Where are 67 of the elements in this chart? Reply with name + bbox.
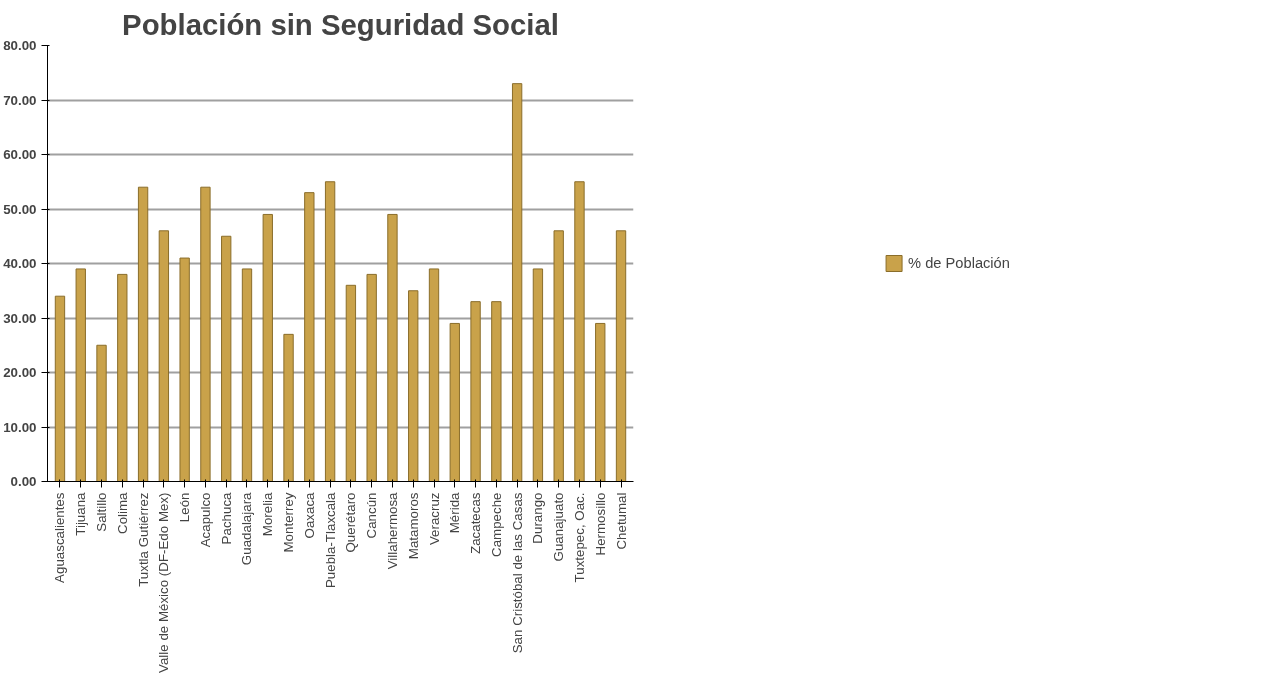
x-tick-label: San Cristóbal de las Casas bbox=[509, 492, 525, 654]
x-tick-label: Chetumal bbox=[613, 492, 629, 550]
x-tick-label: Aguascalientes bbox=[52, 492, 68, 583]
x-tick-label: Querétaro bbox=[343, 492, 359, 553]
y-tick-label: 20.00 bbox=[3, 365, 37, 380]
x-tick-label: Puebla-Tlaxcala bbox=[322, 491, 338, 589]
legend-label: % de Población bbox=[908, 255, 1010, 271]
y-tick-label: 50.00 bbox=[3, 201, 37, 217]
bar bbox=[96, 344, 107, 482]
x-tick-label: Oaxaca bbox=[301, 491, 317, 539]
bar bbox=[304, 192, 315, 482]
bar bbox=[241, 268, 253, 482]
x-tick-label: Guanajuato bbox=[551, 492, 567, 562]
bar bbox=[158, 230, 170, 482]
bar bbox=[615, 230, 627, 482]
x-tick-label: Tuxtepec, Oac. bbox=[571, 492, 587, 583]
x-tick-label: Guadalajara bbox=[239, 491, 255, 566]
y-tick-label: 30.00 bbox=[3, 310, 37, 326]
bar bbox=[75, 268, 86, 482]
bar bbox=[54, 295, 66, 482]
y-tick-label: 10.00 bbox=[3, 419, 37, 435]
bar bbox=[366, 273, 377, 482]
x-tick-label: Cancún bbox=[364, 492, 380, 539]
bar bbox=[470, 301, 481, 482]
x-tick-label: Veracruz bbox=[426, 492, 442, 546]
bar bbox=[574, 181, 585, 482]
x-tick-label: Durango bbox=[530, 492, 546, 544]
x-tick-label: Zacatecas bbox=[468, 492, 484, 554]
bar bbox=[387, 213, 398, 482]
y-tick-label: 40.00 bbox=[3, 256, 37, 271]
bar bbox=[137, 186, 149, 482]
x-tick-label: Villahermosa bbox=[384, 491, 400, 570]
x-tick-label: Saltillo bbox=[94, 492, 110, 532]
bar bbox=[408, 290, 419, 482]
bar bbox=[221, 235, 232, 482]
x-tick-label: Mérida bbox=[447, 491, 463, 534]
chart-title: Población sin Seguridad Social bbox=[122, 7, 559, 41]
bar bbox=[324, 181, 336, 482]
bar bbox=[283, 333, 294, 482]
bar bbox=[200, 186, 211, 482]
x-tick-label: Matamoros bbox=[405, 492, 421, 560]
x-tick-label: Pachuca bbox=[218, 491, 234, 545]
bar bbox=[428, 268, 440, 482]
y-tick-label: 60.00 bbox=[3, 147, 37, 162]
bar bbox=[179, 257, 190, 482]
bar bbox=[345, 284, 357, 482]
x-tick-label: León bbox=[177, 492, 193, 523]
bar bbox=[262, 213, 273, 482]
x-tick-label: Morelia bbox=[260, 491, 276, 537]
x-tick-label: Tijuana bbox=[73, 491, 89, 536]
x-tick-label: Acapulco bbox=[197, 492, 213, 548]
x-tick-label: Campeche bbox=[488, 492, 504, 557]
bar bbox=[511, 83, 523, 482]
y-tick-label: 0.00 bbox=[10, 474, 37, 489]
bar bbox=[532, 268, 544, 482]
bar bbox=[595, 322, 606, 482]
x-tick-label: Valle de México (DF-Edo Mex) bbox=[156, 492, 172, 673]
x-tick-label: Monterrey bbox=[281, 492, 297, 553]
bar bbox=[449, 322, 460, 482]
y-tick-label: 80.00 bbox=[3, 38, 37, 53]
bar bbox=[553, 230, 564, 482]
y-tick-label: 70.00 bbox=[3, 92, 37, 108]
x-tick-label: Tuxtla Gutiérrez bbox=[135, 492, 151, 587]
bar bbox=[491, 301, 502, 482]
bar bbox=[117, 273, 128, 482]
x-tick-label: Hermosillo bbox=[592, 492, 608, 556]
x-tick-label: Colima bbox=[114, 491, 130, 534]
